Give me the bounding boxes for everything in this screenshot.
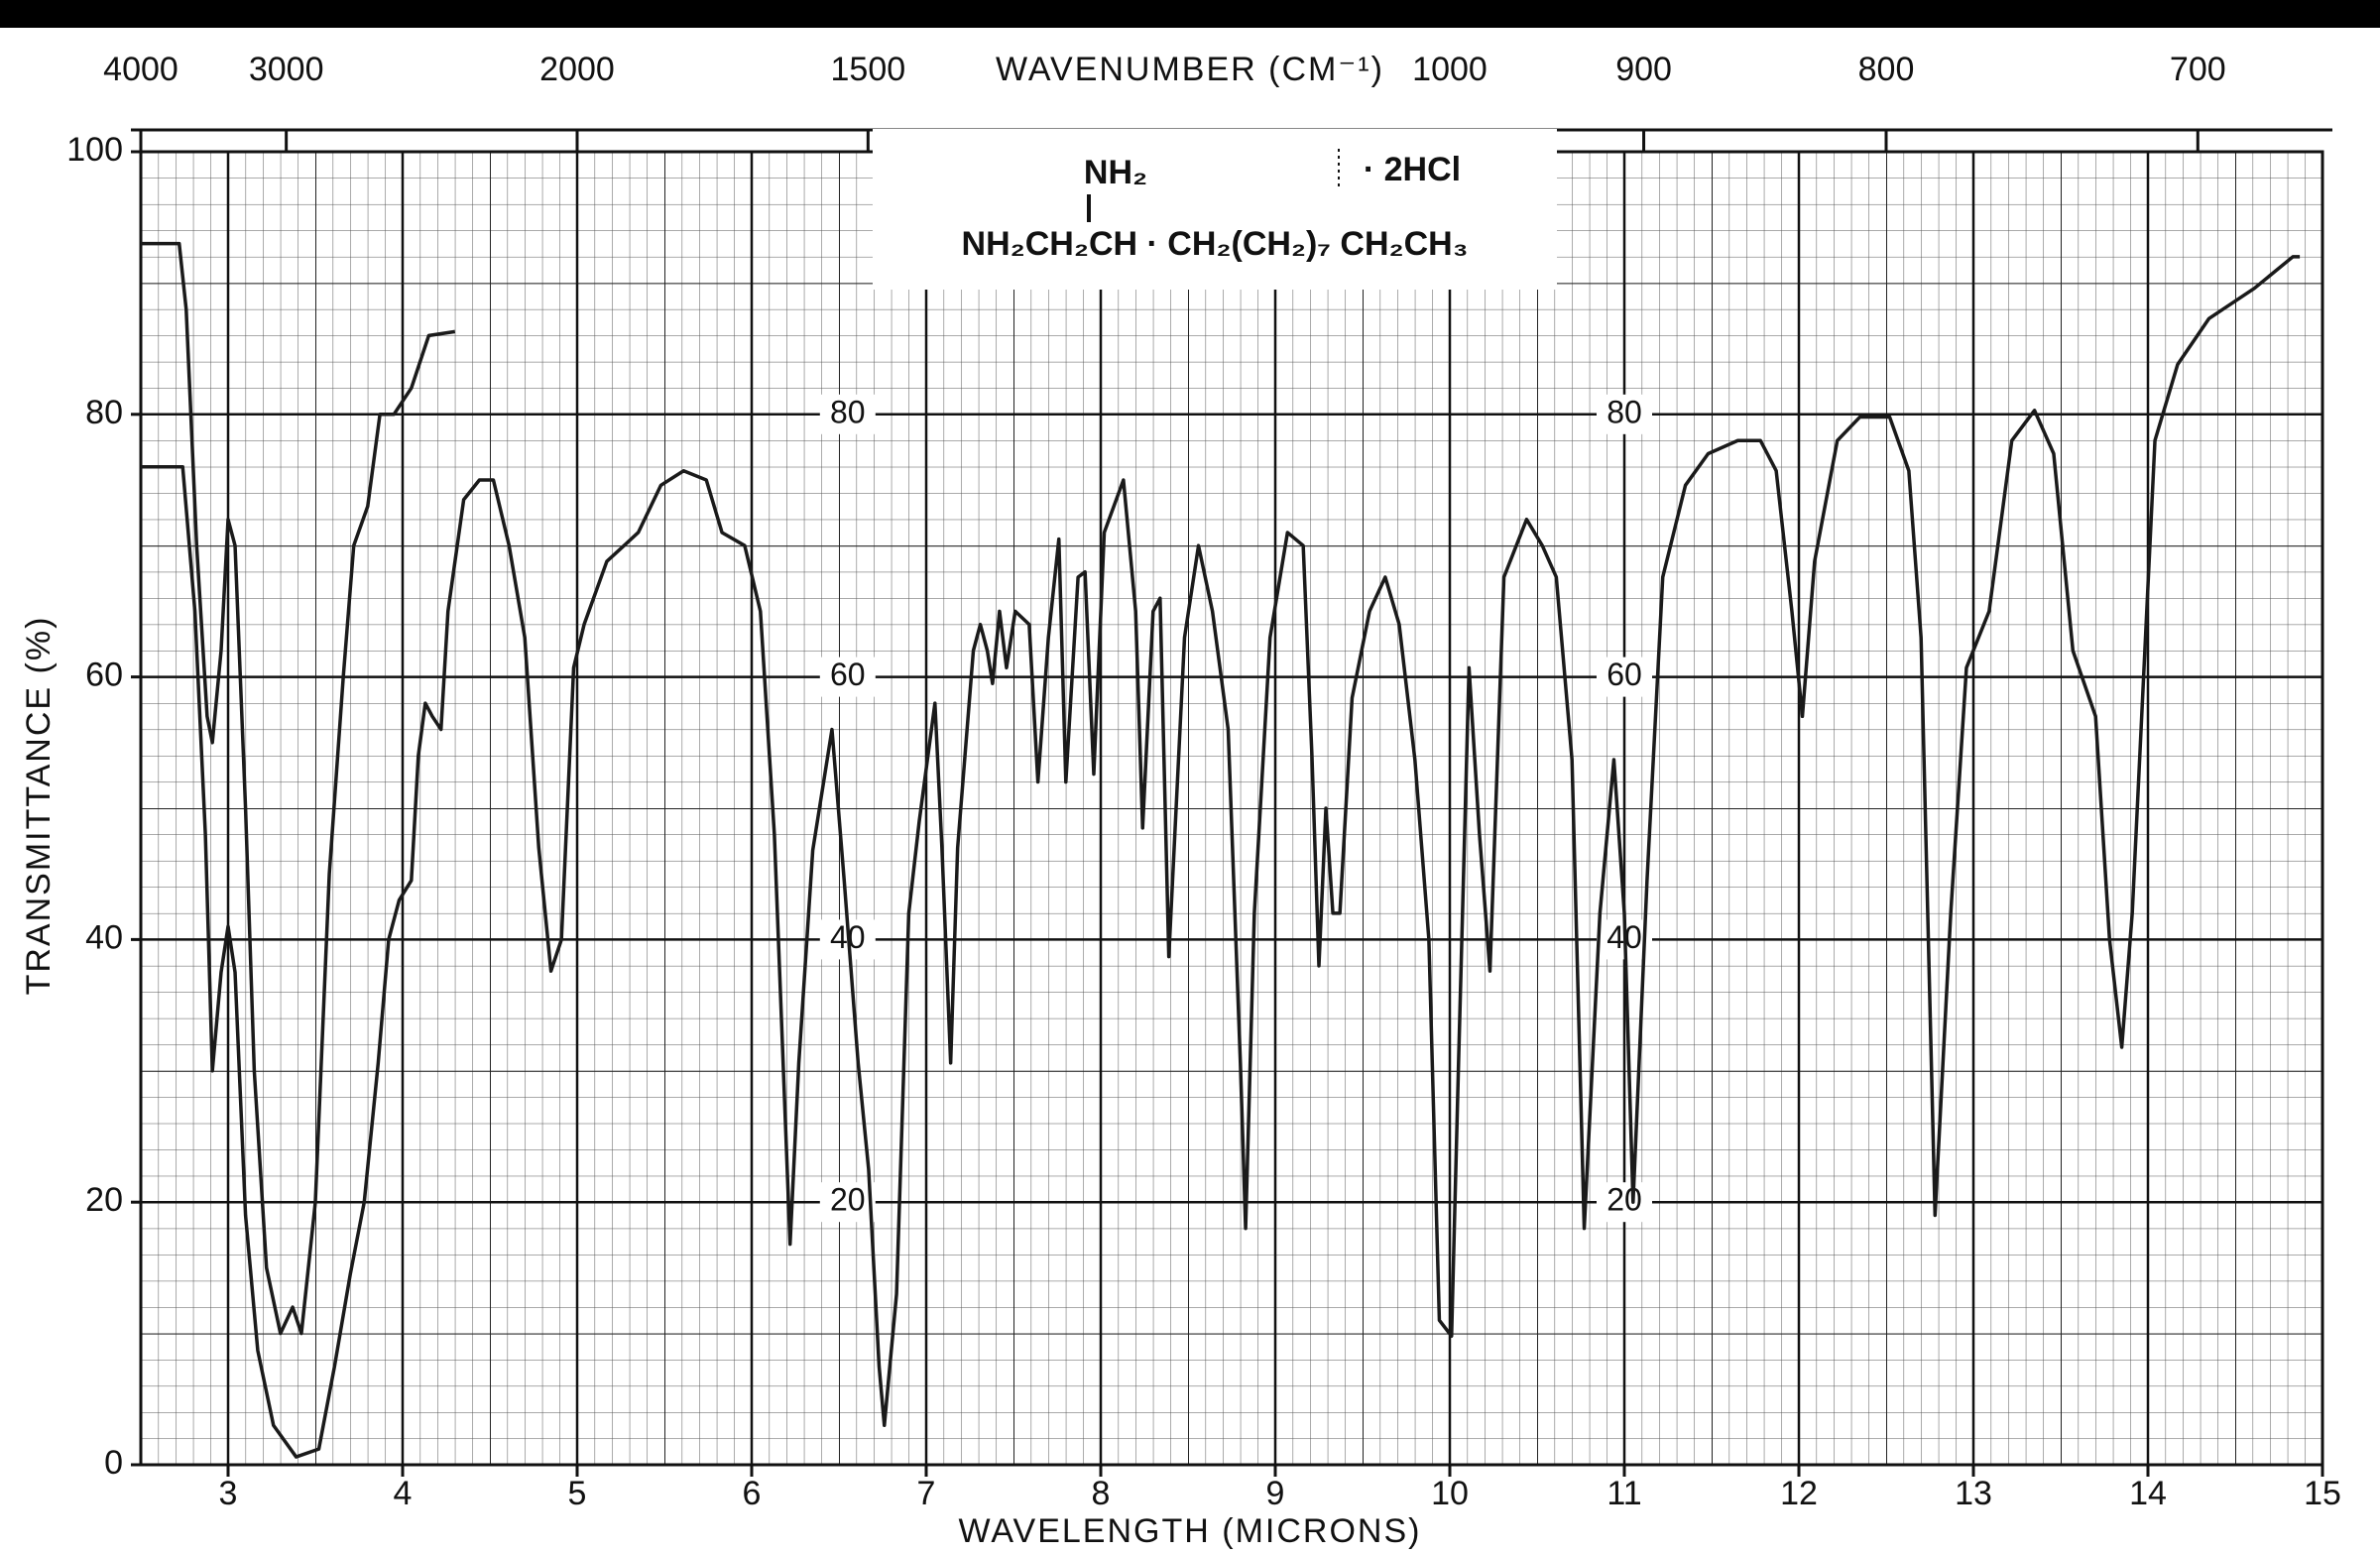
y-tick-label: 40 bbox=[85, 918, 123, 956]
x-axis-title: WAVELENGTH (MICRONS) bbox=[959, 1512, 1422, 1550]
y-tick-label: 20 bbox=[85, 1181, 123, 1219]
inner-label: 80 bbox=[1606, 394, 1642, 429]
inner-label-bg bbox=[819, 394, 876, 434]
y-tick-label: 100 bbox=[66, 131, 123, 169]
x2-tick-label: 3000 bbox=[249, 51, 324, 88]
x-tick-label: 7 bbox=[917, 1475, 936, 1512]
x-tick-label: 3 bbox=[219, 1475, 238, 1512]
spectrum-line bbox=[141, 241, 456, 1336]
inner-label-bg bbox=[819, 657, 876, 697]
inner-label-bg bbox=[1597, 657, 1652, 697]
formula-box bbox=[873, 129, 1557, 290]
inner-label: 60 bbox=[830, 657, 866, 692]
x-tick-label: 10 bbox=[1431, 1475, 1469, 1512]
x2-tick-label: 900 bbox=[1615, 51, 1672, 88]
x-tick-label: 8 bbox=[1092, 1475, 1111, 1512]
x2-axis-title: WAVENUMBER (CM⁻¹) bbox=[996, 51, 1384, 88]
x-tick-label: 6 bbox=[743, 1475, 762, 1512]
x2-tick-label: 800 bbox=[1858, 51, 1915, 88]
x-tick-label: 11 bbox=[1606, 1475, 1641, 1512]
x-tick-label: 4 bbox=[394, 1475, 413, 1512]
inner-label-bg bbox=[1597, 1182, 1652, 1223]
formula-chain: NH₂CH₂CH · CH₂(CH₂)₇ CH₂CH₃ bbox=[962, 225, 1469, 263]
x2-tick-label: 4000 bbox=[103, 51, 178, 88]
x-tick-label: 12 bbox=[1780, 1475, 1818, 1512]
x2-tick-label: 1500 bbox=[831, 51, 906, 88]
y-tick-label: 80 bbox=[85, 394, 123, 431]
y-tick-label: 60 bbox=[85, 657, 123, 694]
x-tick-label: 9 bbox=[1266, 1475, 1285, 1512]
x-tick-label: 5 bbox=[568, 1475, 587, 1512]
formula-amine: NH₂ bbox=[1084, 154, 1147, 191]
inner-label: 20 bbox=[830, 1182, 866, 1218]
formula-salt: · 2HCl bbox=[1364, 151, 1461, 188]
y-tick-label: 0 bbox=[104, 1444, 123, 1482]
y-axis-title: TRANSMITTANCE (%) bbox=[20, 616, 58, 996]
x2-tick-label: 700 bbox=[2170, 51, 2226, 88]
inner-label-bg bbox=[819, 1182, 876, 1223]
x2-tick-label: 1000 bbox=[1412, 51, 1488, 88]
inner-label: 60 bbox=[1606, 657, 1642, 692]
x-tick-label: 13 bbox=[1955, 1475, 1992, 1512]
inner-label: 80 bbox=[830, 394, 866, 429]
x-tick-label: 14 bbox=[2129, 1475, 2167, 1512]
x2-tick-label: 2000 bbox=[539, 51, 615, 88]
inner-label: 20 bbox=[1606, 1182, 1642, 1218]
inner-label-bg bbox=[1597, 394, 1652, 434]
x-tick-label: 15 bbox=[2304, 1475, 2341, 1512]
top-band bbox=[0, 0, 2380, 28]
spectrum-line bbox=[141, 255, 2301, 1459]
